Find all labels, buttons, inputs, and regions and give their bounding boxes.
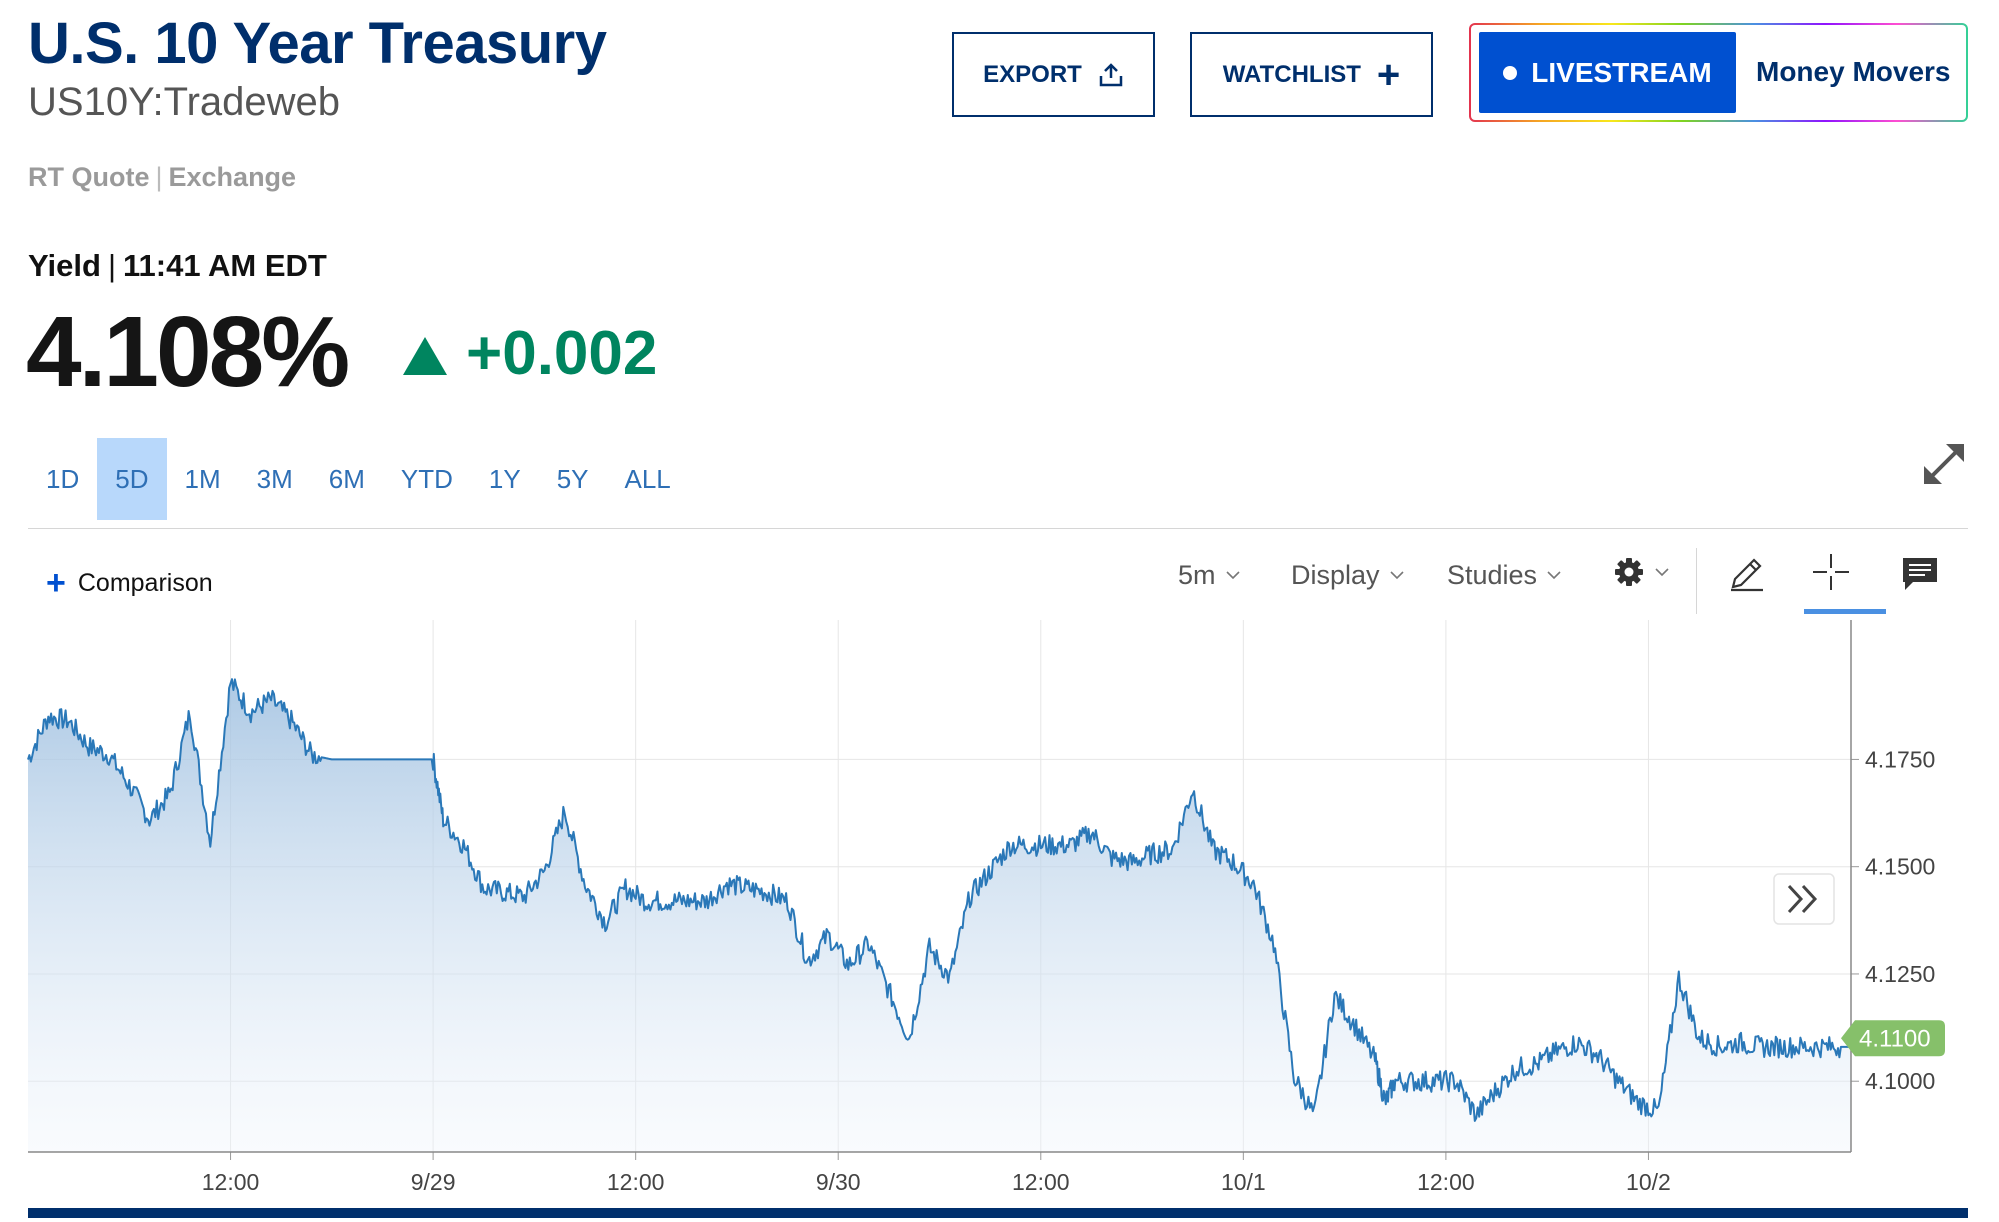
x-tick-label: 9/29 <box>411 1169 456 1195</box>
export-icon <box>1099 62 1123 86</box>
interval-dropdown[interactable]: 5m <box>1178 560 1240 591</box>
gear-icon <box>1615 558 1643 586</box>
bottom-rule <box>28 1208 1968 1218</box>
crosshair-active-indicator <box>1804 609 1886 614</box>
range-tab-1m[interactable]: 1M <box>184 463 221 494</box>
export-button[interactable]: EXPORT <box>952 32 1155 117</box>
range-tab-6m[interactable]: 6M <box>328 463 365 494</box>
scroll-right-button-bg[interactable] <box>1773 873 1835 925</box>
studies-label: Studies <box>1447 560 1538 590</box>
double-chevron-right-icon <box>1787 884 1818 914</box>
y-tick-label: 4.1000 <box>1865 1068 1935 1094</box>
chevron-down-icon <box>1547 571 1561 580</box>
toolbar-separator <box>1696 548 1697 614</box>
exchange-label: Exchange <box>168 162 297 192</box>
watchlist-button[interactable]: WATCHLIST + <box>1190 32 1433 117</box>
x-tick-label: 10/1 <box>1221 1169 1266 1195</box>
expand-icon[interactable] <box>1918 438 1970 490</box>
pencil-icon[interactable] <box>1727 553 1767 593</box>
comparison-label: Comparison <box>77 568 213 597</box>
yield-area <box>28 679 1851 1152</box>
yield-label: Yield <box>28 248 101 283</box>
range-tab-5d[interactable]: 5D <box>97 438 167 520</box>
range-tab-1d[interactable]: 1D <box>46 463 80 494</box>
page-title: U.S. 10 Year Treasury <box>28 11 607 76</box>
plus-icon: + <box>46 564 66 602</box>
y-tick-label: 4.1250 <box>1865 961 1935 987</box>
price-change: +0.002 <box>466 319 658 388</box>
last-price-label: 4.1100 <box>1859 1025 1931 1052</box>
comment-icon[interactable] <box>1901 556 1939 592</box>
money-movers-link[interactable]: Money Movers <box>1756 56 1951 87</box>
livestream-label: LIVESTREAM <box>1531 56 1712 88</box>
quote-separator: | <box>155 162 163 192</box>
scroll-right-button[interactable] <box>1773 873 1835 925</box>
yield-chart[interactable]: 4.1000 4.1250 4.1500 4.1750 12:00 9/29 12:00 9/… <box>0 620 1999 1220</box>
quote-source: RT Quote | Exchange <box>28 162 296 193</box>
quote-type-label: RT Quote <box>28 162 150 192</box>
range-tabs: 1D 5D 1M 3M 6M YTD 1Y 5Y ALL <box>28 438 689 520</box>
watchlist-button-label: WATCHLIST <box>1222 60 1361 88</box>
settings-dropdown[interactable] <box>1613 556 1669 588</box>
live-dot-icon <box>1503 65 1518 80</box>
chevron-down-icon <box>1389 571 1404 580</box>
last-price: 4.108% <box>26 296 350 408</box>
interval-value: 5m <box>1178 560 1216 590</box>
range-tab-all[interactable]: ALL <box>624 463 671 494</box>
range-tab-ytd[interactable]: YTD <box>400 463 453 494</box>
chevron-down-icon <box>1655 567 1669 576</box>
display-label: Display <box>1291 560 1380 590</box>
up-arrow-icon <box>403 337 447 375</box>
last-price-tag: 4.1100 <box>1841 1020 1945 1057</box>
plus-icon: + <box>1376 52 1401 97</box>
livestream-button[interactable]: LIVESTREAM <box>1479 32 1736 113</box>
range-tab-1y[interactable]: 1Y <box>488 463 521 494</box>
display-dropdown[interactable]: Display <box>1291 560 1404 591</box>
x-tick-label: 12:00 <box>1417 1169 1475 1195</box>
studies-dropdown[interactable]: Studies <box>1447 560 1561 591</box>
crosshair-icon[interactable] <box>1811 552 1851 592</box>
symbol-label: US10Y:Tradeweb <box>28 80 341 124</box>
comparison-button[interactable]: + Comparison <box>46 566 213 600</box>
yield-separator: | <box>107 248 116 283</box>
section-divider <box>28 528 1968 529</box>
x-tick-label: 9/30 <box>816 1169 861 1195</box>
y-tick-label: 4.1500 <box>1865 854 1935 880</box>
x-tick-label: 12:00 <box>607 1169 665 1195</box>
y-tick-label: 4.1750 <box>1865 746 1935 772</box>
range-tab-5y[interactable]: 5Y <box>556 463 589 494</box>
quote-time: 11:41 AM EDT <box>123 248 327 283</box>
x-tick-label: 10/2 <box>1626 1169 1671 1195</box>
export-button-label: EXPORT <box>983 60 1082 88</box>
yield-time-line: Yield | 11:41 AM EDT <box>28 248 327 284</box>
range-tab-3m[interactable]: 3M <box>256 463 293 494</box>
last-price-tag-shape <box>1841 1020 1945 1057</box>
yield-line <box>27 678 1852 1122</box>
x-tick-label: 12:00 <box>202 1169 260 1195</box>
x-tick-label: 12:00 <box>1012 1169 1070 1195</box>
chevron-down-icon <box>1225 571 1240 580</box>
